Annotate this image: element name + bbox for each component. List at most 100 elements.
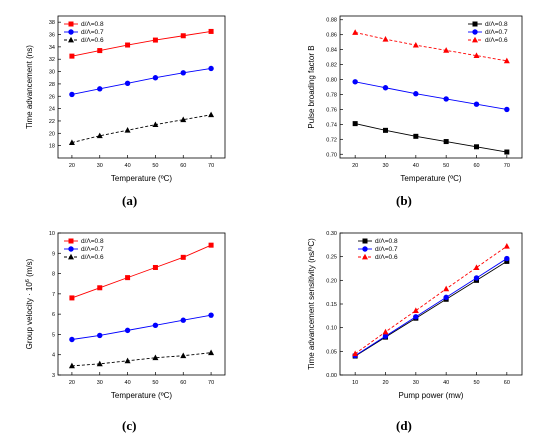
y-tick-label: 0.72 [326,137,337,143]
legend-marker-1 [362,246,368,252]
chart-panel-0: 20 30 40 50 60 70 18 20 22 24 26 28 30 32 34 36 38 Temper… [25,15,226,183]
series-0-point [97,48,103,54]
y-axis-label-text: Group velocity · 10 [25,282,34,350]
y-tick-label: 0.15 [326,302,337,308]
series-0-point [443,139,449,145]
series-2-point [443,47,450,53]
y-axis-label: Pulse broading factor B [307,45,316,128]
series-line-0 [355,123,507,153]
x-tick-label: 30 [97,163,103,169]
series-line-2 [354,245,508,355]
legend-label-1: d/Λ=0.7 [81,29,104,36]
y-tick-label: 10 [49,231,55,237]
x-tick-label: 60 [180,163,186,169]
y-tick-label: 0.78 [326,92,337,98]
series-2-point [208,349,215,356]
y-tick-label: 32 [49,57,55,63]
panel-label-a: (a) [122,193,138,208]
series-1-point [504,255,510,262]
series-line-1 [71,314,212,340]
legend-marker-1 [472,29,478,35]
y-tick-label: 0.70 [326,152,337,158]
legend-label-0: d/Λ=0.8 [81,21,104,28]
y-tick-label: 9 [52,251,55,257]
series-2-point [208,111,215,118]
series-1-point [97,332,103,339]
y-tick-label: 0.88 [326,18,337,24]
legend-label-2: d/Λ=0.6 [375,254,398,261]
series-line-2 [355,32,507,62]
y-tick-label: 0.05 [326,349,337,355]
y-tick-label: 30 [49,70,55,76]
series-0-point [180,33,186,39]
x-tick-label: 40 [125,380,131,386]
series-2-point [68,139,75,145]
x-tick-label: 30 [97,380,103,386]
legend-label-2: d/Λ=0.6 [81,37,104,44]
series-2-point [352,350,359,357]
x-tick-label: 70 [208,380,214,386]
legend-marker-0 [472,21,478,27]
series-1-point [473,101,480,107]
y-tick-label: 18 [49,144,55,150]
x-tick-label: 30 [382,163,388,169]
y-axis-label: Group velocity · 106 (m/s) [25,258,34,349]
legend-marker-0 [362,238,368,244]
x-tick-label: 30 [413,380,419,386]
x-axis-label: Temperature (ºC) [111,391,172,400]
y-tick-label: 26 [49,94,55,100]
series-0-point [152,37,158,43]
series-line-0 [71,244,212,299]
legend-label-0: d/Λ=0.8 [375,238,398,245]
series-1-point [180,317,186,323]
y-tick-label: 4 [52,353,55,359]
y-tick-label: 0.76 [326,107,337,113]
x-tick-label: 20 [69,163,75,169]
plot-frame [57,15,226,159]
y-tick-label: 6 [52,312,55,318]
y-tick-label: 0.86 [326,33,337,39]
legend-marker-1 [68,29,74,35]
x-tick-label: 20 [382,380,388,386]
series-2-point [473,52,480,59]
series-1-point [382,333,389,339]
series-2-point [503,243,510,249]
series-1-point [124,80,131,86]
series-0-point [352,121,358,127]
panel-label-c: (c) [122,418,137,433]
y-tick-label: 24 [49,107,55,113]
series-0-point [152,264,158,270]
x-tick-label: 10 [352,380,358,386]
x-tick-label: 50 [152,380,158,386]
legend-label-1: d/Λ=0.7 [81,246,104,253]
legend-marker-2 [472,36,478,43]
series-0-point [125,275,131,281]
chart-panel-1: 20 30 40 50 60 70 0.70 0.72 0.74 0.76 0.78 0.80 0.82… [307,15,523,183]
panel-label-b: (b) [396,193,412,208]
y-tick-label: 0.74 [326,122,337,128]
legend-marker-0 [68,238,74,244]
legend-label-2: d/Λ=0.6 [485,37,508,44]
x-tick-label: 60 [473,163,479,169]
series-0-point [69,295,75,301]
series-1-point [504,106,510,113]
series-2-point [352,29,359,35]
x-tick-label: 20 [352,163,358,169]
series-2-point [412,41,419,48]
y-axis-label-unit: (m/s) [25,258,34,279]
legend-label-2: d/Λ=0.6 [81,254,104,261]
y-tick-label: 36 [49,33,55,39]
plot-frame [57,232,226,376]
series-1-point [69,336,75,343]
x-axis-label: Temperature (ºC) [400,174,461,183]
y-tick-label: 0.84 [326,48,337,54]
series-2-point [152,121,159,128]
series-2-point [124,127,131,133]
y-tick-label: 38 [49,20,55,26]
series-1-point [208,312,214,318]
series-line-2 [71,352,212,367]
series-line-2 [71,114,212,144]
series-2-point [382,328,389,335]
